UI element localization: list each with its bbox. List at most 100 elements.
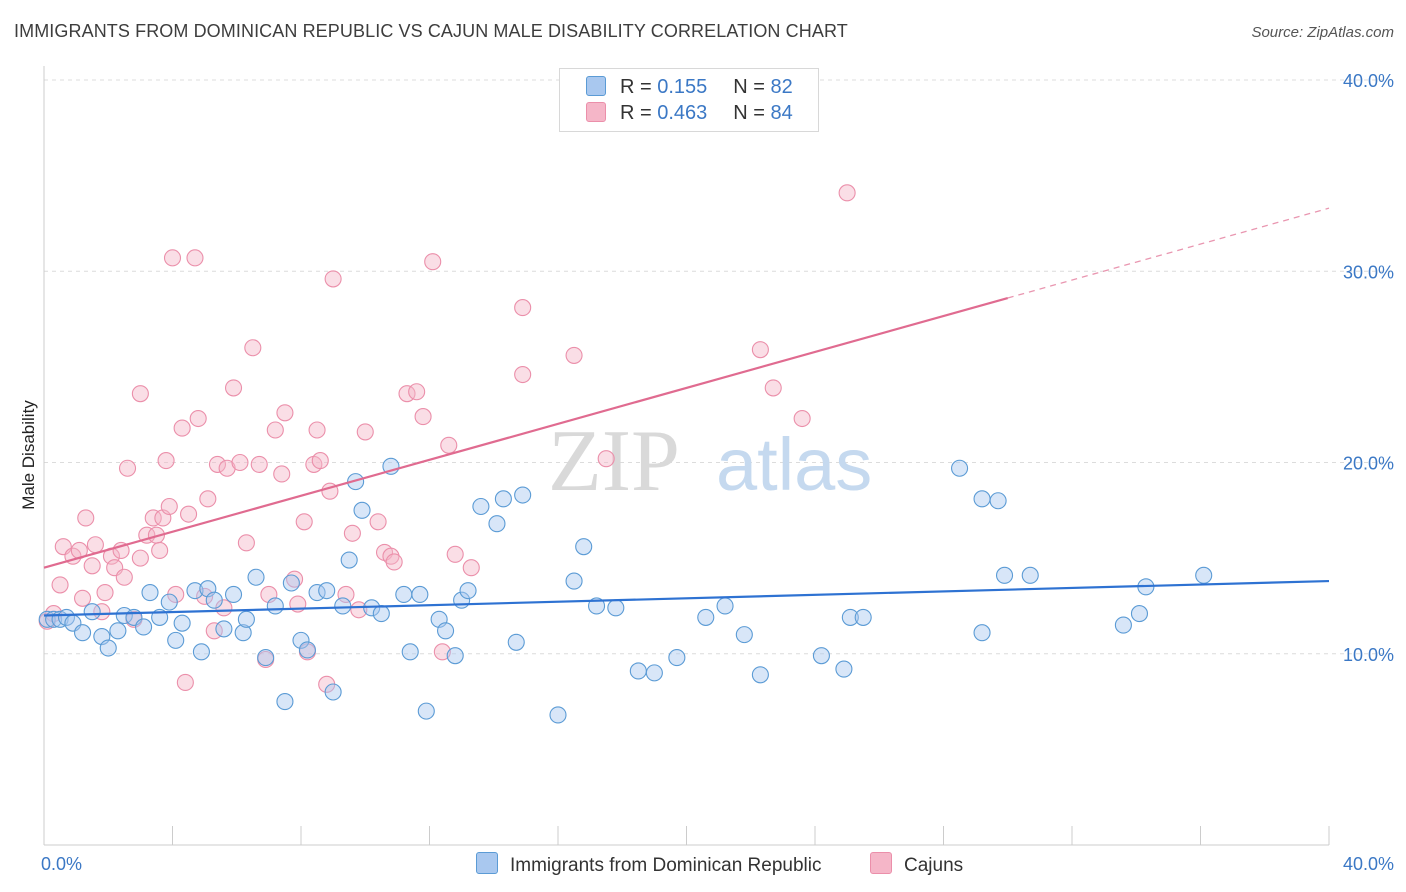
watermark: ZIP atlas — [548, 413, 872, 510]
trendlines — [43, 207, 1330, 617]
legend-r-label: R = — [620, 76, 652, 98]
point-cajun — [131, 549, 149, 567]
point-cajun — [385, 553, 403, 571]
point-cajun — [295, 513, 313, 531]
point-cajun — [151, 541, 169, 560]
point-dominican — [549, 706, 567, 724]
point-dominican — [995, 566, 1014, 584]
point-dominican — [507, 633, 525, 651]
x-tick-label: 40.0% — [1343, 854, 1394, 874]
x-tick-label: 0.0% — [41, 854, 82, 874]
point-dominican — [645, 664, 663, 682]
point-dominican — [951, 459, 969, 477]
point-cajun — [266, 421, 284, 439]
point-dominican — [459, 582, 477, 600]
point-cajun — [176, 673, 194, 691]
point-cajun — [118, 459, 137, 477]
point-dominican — [372, 605, 390, 623]
point-dominican — [257, 649, 275, 667]
legend: R = 0.155 N = 82 R = 0.463 N = 84 — [559, 68, 819, 132]
point-cajun — [308, 421, 326, 439]
point-dominican — [514, 486, 532, 504]
bottom-legend-label-dominican: Immigrants from Dominican Republic — [510, 855, 822, 876]
point-dominican — [99, 639, 117, 657]
point-cajun — [276, 404, 294, 422]
legend-r-value: 0.463 — [657, 102, 708, 124]
point-dominican — [735, 626, 753, 644]
point-dominican — [186, 582, 204, 600]
point-cajun — [764, 379, 782, 397]
point-dominican — [437, 622, 455, 640]
point-dominican — [57, 608, 76, 626]
point-dominican — [472, 497, 490, 516]
point-dominican — [411, 585, 429, 604]
point-dominican — [1021, 566, 1039, 584]
point-cajun — [173, 419, 191, 437]
point-dominican — [1195, 566, 1213, 584]
point-dominican — [167, 631, 185, 649]
point-dominican — [1114, 616, 1132, 634]
legend-n-value: 82 — [770, 76, 793, 98]
grid — [44, 79, 1394, 655]
point-dominican — [1130, 605, 1149, 623]
point-cajun — [244, 339, 262, 357]
point-dominican — [835, 660, 853, 678]
point-dominican — [141, 583, 159, 602]
point-dominican — [751, 666, 769, 684]
point-dominican — [237, 610, 255, 628]
trendline-cajuns-extension — [1007, 207, 1330, 299]
legend-n-value: 84 — [770, 102, 793, 124]
point-cajun — [160, 497, 178, 516]
point-dominican — [697, 608, 715, 626]
point-cajun — [231, 453, 249, 472]
point-dominican — [587, 597, 606, 615]
bottom-legend-cajuns: Cajuns — [870, 852, 963, 877]
point-cajun — [514, 365, 532, 384]
point-cajun — [838, 184, 856, 202]
point-dominican — [395, 585, 413, 604]
bottom-legend-swatch-cajuns — [870, 852, 892, 874]
point-dominican — [565, 572, 583, 590]
point-cajun — [115, 568, 133, 586]
point-cajun — [273, 465, 291, 483]
point-cajun — [514, 299, 532, 317]
point-dominican — [340, 551, 358, 569]
point-cajun — [250, 455, 268, 473]
watermark-atlas: atlas — [716, 423, 872, 506]
point-dominican — [318, 582, 336, 600]
legend-n-label: N = — [733, 76, 765, 98]
point-dominican — [266, 597, 284, 615]
point-dominican — [488, 515, 506, 533]
point-cajun — [224, 379, 243, 397]
point-cajun — [77, 509, 95, 527]
point-cajun — [163, 249, 182, 267]
point-cajun — [311, 452, 329, 470]
point-dominican — [973, 490, 991, 508]
point-dominican — [215, 620, 233, 638]
axes — [43, 66, 1330, 846]
bottom-legend-label-cajuns: Cajuns — [904, 855, 964, 876]
point-cajun — [189, 409, 207, 428]
point-dominican — [446, 647, 464, 665]
legend-n-label: N = — [733, 102, 765, 124]
point-cajun — [180, 505, 198, 523]
legend-row-dominican: R = 0.155 N = 82 — [586, 76, 793, 100]
point-dominican — [276, 693, 294, 711]
point-dominican — [989, 492, 1007, 510]
point-cajun — [74, 589, 92, 607]
trendline-dominican — [43, 579, 1330, 617]
point-dominican — [324, 683, 342, 701]
point-cajun — [793, 409, 811, 428]
point-dominican — [192, 643, 210, 661]
bottom-legend-dominican: Immigrants from Dominican Republic — [476, 852, 822, 877]
point-cajun — [324, 270, 342, 288]
point-dominican — [173, 614, 191, 632]
point-cajun — [83, 557, 101, 575]
point-cajun — [208, 455, 227, 473]
point-cajun — [343, 524, 361, 542]
legend-row-cajuns: R = 0.463 N = 84 — [586, 102, 793, 126]
y-tick-label: 40.0% — [1343, 71, 1394, 91]
y-tick-label: 10.0% — [1343, 645, 1394, 665]
bottom-legend-swatch-dominican — [476, 852, 498, 874]
